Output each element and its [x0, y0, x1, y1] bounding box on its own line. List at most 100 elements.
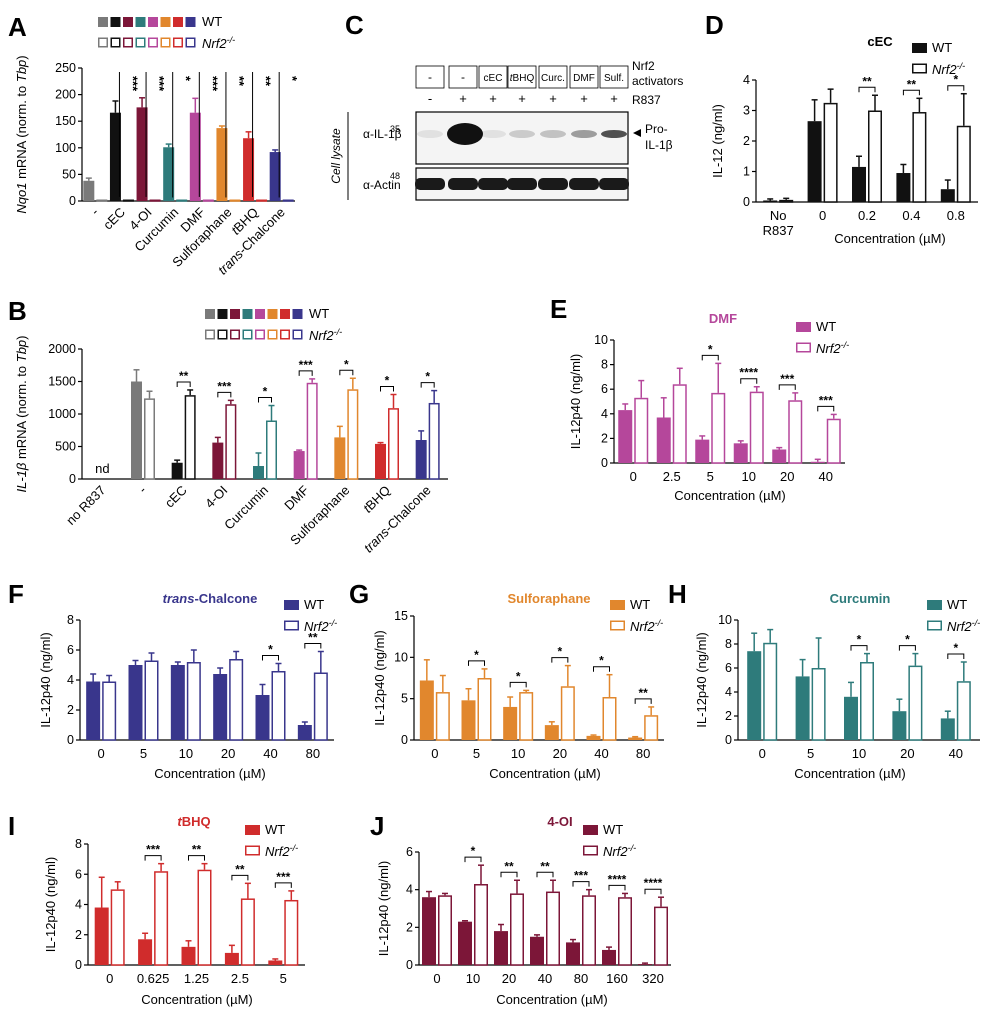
significance-stars: ***	[146, 843, 160, 857]
x-axis-label: Concentration (µM)	[794, 766, 906, 781]
x-tick-label: DMF	[281, 482, 312, 513]
bar-ko	[763, 642, 778, 741]
bar-ko	[654, 906, 668, 966]
legend-swatch-ko	[230, 329, 240, 340]
y-tick-label: 8	[725, 637, 732, 651]
bar-ko	[823, 102, 838, 203]
il1b-band	[601, 130, 627, 138]
bar-ko	[634, 397, 649, 464]
x-tick-label: 5	[140, 746, 147, 761]
significance-bracket	[217, 391, 232, 398]
x-tick-label: Curcumin	[221, 483, 271, 533]
significance-stars: *	[179, 76, 194, 82]
lane-header-box	[478, 65, 508, 89]
x-tick-label: 2.5	[663, 469, 681, 484]
panel-letter: B	[8, 296, 27, 326]
bar-ko	[122, 199, 134, 202]
bar-wt	[297, 725, 312, 740]
x-tick-label: 40	[263, 746, 277, 761]
x-tick-label: 0	[98, 746, 105, 761]
y-tick-label: 200	[55, 88, 76, 102]
y-axis-label: IL-12 (ng/ml)	[710, 104, 725, 178]
bar-wt	[243, 138, 255, 201]
y-tick-label: 6	[75, 867, 82, 881]
x-tick-label: 0	[819, 208, 826, 223]
x-axis-label: Concentration (µM)	[141, 992, 253, 1007]
bar-ko	[256, 199, 268, 202]
bar-ko	[438, 895, 452, 966]
bar-wt	[695, 439, 710, 463]
chart-panel-j: J 4-OI 0 2 4 6 IL-12p40 (ng/ml) 0 * 10 ** 20 ** 40 ***…	[370, 811, 671, 1007]
significance-stars: **	[907, 77, 917, 91]
significance-bracket	[144, 855, 162, 861]
y-tick-label: 2	[67, 703, 74, 717]
x-tick-label: 20	[780, 469, 794, 484]
legend-label-wt: WT	[947, 597, 967, 612]
bar-wt	[852, 166, 866, 202]
significance-stars: ****	[608, 872, 627, 886]
bar-ko	[749, 391, 764, 464]
significance-bracket	[701, 354, 719, 361]
bar-wt	[940, 718, 955, 740]
bar-wt	[892, 711, 907, 740]
chart-title: trans-Chalcone	[163, 591, 258, 606]
x-tick-label: 0	[431, 746, 438, 761]
lane-activator-label: -	[428, 70, 432, 84]
actin-band	[569, 178, 599, 190]
legend-label-ko: Nrf2-/-	[202, 35, 235, 51]
bar-ko	[519, 692, 534, 741]
x-tick-label: 20	[553, 746, 567, 761]
chart-panel-g: G Sulforaphane 0 5 10 15 IL-12p40 (ng/ml) 0 * 5 * 1…	[349, 579, 664, 781]
y-tick-label: 8	[67, 613, 74, 627]
y-tick-label: 4	[406, 883, 413, 897]
legend-swatch-ko	[280, 329, 290, 340]
bar-wt	[268, 960, 283, 965]
legend-swatch-wt	[292, 309, 303, 319]
bar-wt	[896, 173, 911, 202]
lane-header-box	[538, 65, 568, 89]
significance-bracket	[778, 384, 796, 390]
bar-ko	[240, 898, 255, 966]
y-axis-label: IL-12p40 (ng/ml)	[372, 630, 387, 725]
significance-bracket	[593, 666, 610, 672]
legend-swatch-wt	[255, 309, 265, 319]
bar-wt	[763, 200, 778, 202]
significance-stars: **	[235, 862, 245, 876]
legend-swatch-ko	[205, 329, 215, 340]
significance-stars: **	[259, 76, 274, 87]
legend-label-ko: Nrf2-/-	[603, 843, 636, 859]
significance-stars: *	[599, 654, 604, 668]
y-tick-label: 5	[401, 692, 408, 706]
bar-wt	[255, 695, 270, 740]
chart-panel-a: A 0 50 100 150 200 250 Nqo1 mRNA (norm. to Tbp)…	[8, 12, 300, 277]
bar-ko	[306, 382, 318, 480]
lane-r837-label: +	[518, 91, 526, 106]
western-blot-panel-C: C - - - + cEC + tBHQ + Curc. + DMF + Sulf. + Nrf2activa…	[329, 10, 683, 201]
x-tick-label: -	[88, 205, 102, 219]
bar-ko	[644, 715, 659, 741]
bar-ko	[428, 402, 440, 480]
legend-swatch-ko	[255, 329, 265, 340]
actin-band	[538, 178, 568, 190]
nd-label: nd	[95, 461, 109, 476]
significance-bracket	[898, 645, 916, 651]
bar-ko	[956, 681, 971, 741]
legend-swatch-wt	[912, 43, 927, 53]
legend-swatch-ko	[267, 329, 278, 340]
significance-bracket	[572, 881, 590, 887]
y-axis-label: IL-12p40 (ng/ml)	[376, 861, 391, 956]
bar-wt	[566, 942, 580, 965]
bar-wt	[844, 696, 858, 740]
legend-label-wt: WT	[304, 597, 324, 612]
x-tick-label: 40	[594, 746, 608, 761]
arrowhead-icon	[633, 129, 641, 137]
panel-letter: A	[8, 12, 27, 42]
bar-ko	[102, 681, 117, 741]
bar-ko	[672, 384, 687, 464]
legend-swatch-wt	[230, 309, 240, 319]
bar-ko	[282, 199, 294, 202]
legend-swatch-wt	[583, 825, 598, 835]
significance-stars: **	[504, 859, 514, 873]
y-tick-label: 4	[743, 73, 750, 87]
bar-ko	[144, 398, 155, 480]
